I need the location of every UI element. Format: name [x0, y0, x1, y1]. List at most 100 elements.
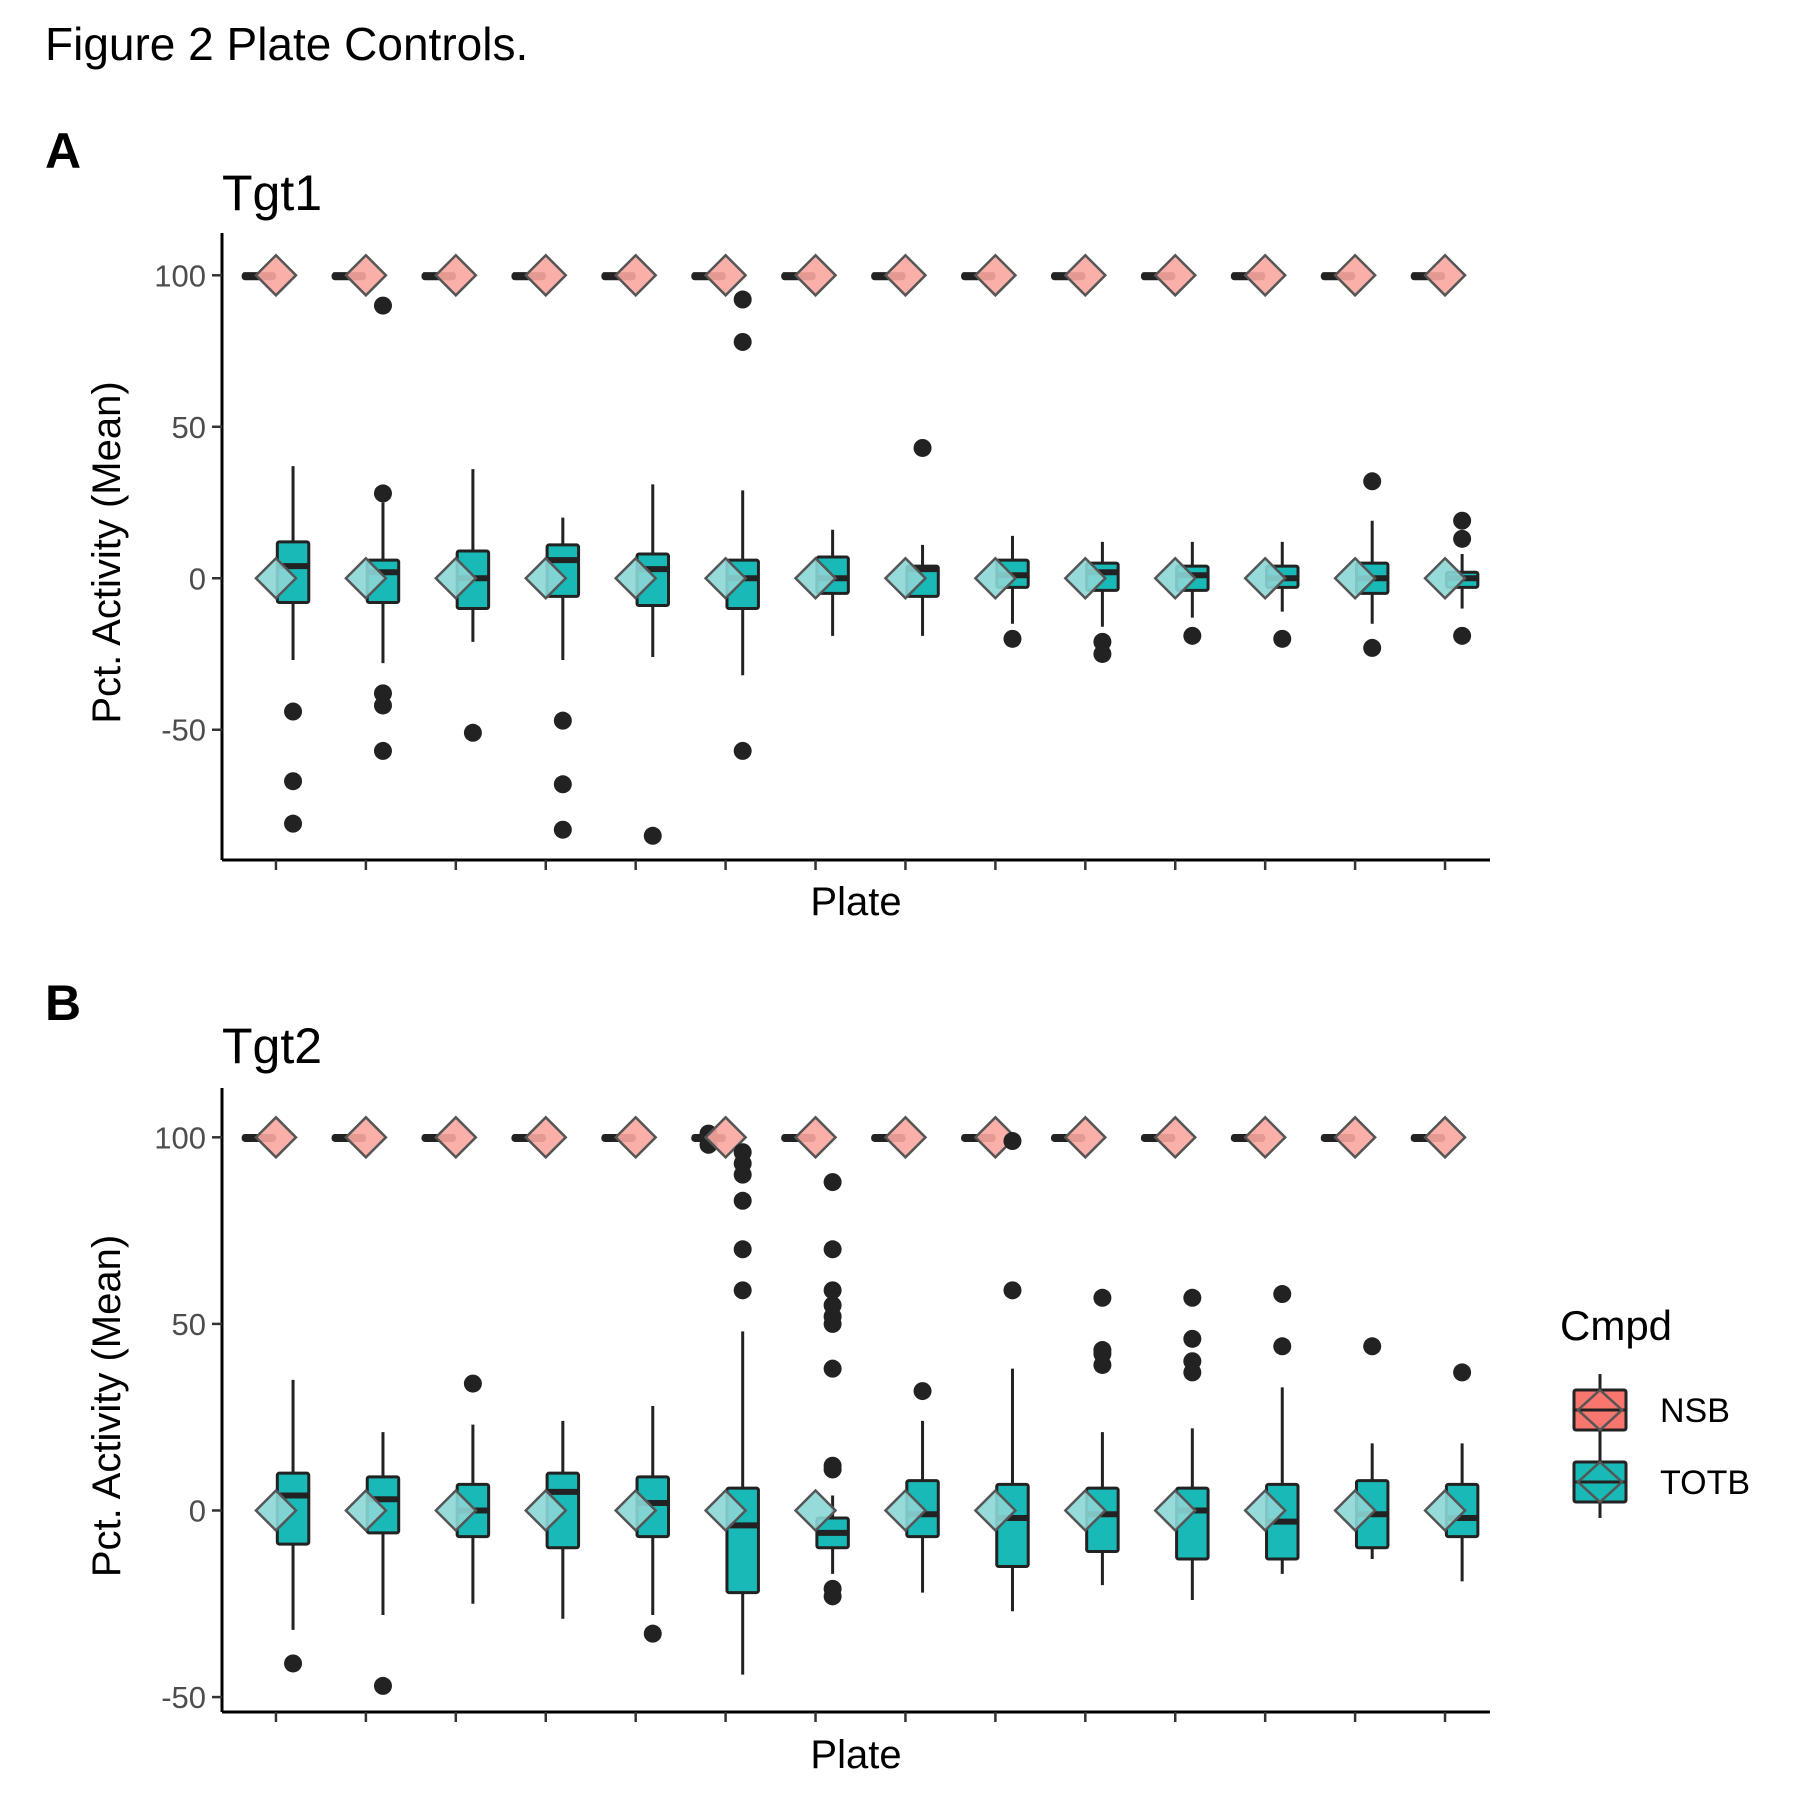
mean-diamond [1063, 1115, 1108, 1160]
outlier-point [284, 772, 303, 791]
mean-diamond [523, 1488, 568, 1533]
mean-diamond [613, 1488, 658, 1533]
mean-diamond [613, 253, 658, 298]
mean-diamond [1423, 556, 1467, 601]
outlier-point [463, 1374, 482, 1393]
mean-diamond [344, 556, 388, 601]
mean-diamond [1153, 556, 1198, 601]
mean-diamond [1333, 1488, 1377, 1533]
mean-diamond [523, 556, 568, 601]
outlier-point [1183, 1329, 1202, 1348]
outlier-point [1003, 629, 1022, 648]
outlier-point [1093, 1355, 1112, 1374]
y-axis-title: Pct. Activity (Mean) [85, 1235, 129, 1577]
outlier-point [733, 1165, 752, 1184]
outlier-point [1273, 629, 1292, 648]
outlier-point [643, 826, 662, 845]
mean-diamond [613, 1115, 658, 1160]
mean-diamond [1063, 1488, 1108, 1533]
outlier-point [284, 814, 303, 833]
mean-diamond [883, 1115, 928, 1160]
outlier-point [733, 1281, 752, 1300]
y-tick-label: -50 [161, 713, 206, 748]
y-tick-label: 100 [154, 258, 206, 293]
mean-diamond [1333, 253, 1377, 298]
mean-diamond [793, 1488, 838, 1533]
outlier-point [373, 484, 392, 503]
x-axis-title: Plate [810, 880, 901, 924]
mean-diamond [793, 253, 838, 298]
outlier-point [1453, 529, 1472, 548]
y-tick-label: 0 [189, 1493, 206, 1528]
outlier-point [1363, 472, 1382, 491]
mean-diamond [1243, 1488, 1287, 1533]
outlier-point [1273, 1285, 1292, 1304]
mean-diamond [434, 1488, 478, 1533]
legend: Cmpd NSB TOTB [1560, 1302, 1750, 1518]
mean-diamond [1423, 253, 1467, 298]
panel-title: Tgt2 [222, 1018, 322, 1074]
mean-diamond [434, 253, 478, 298]
mean-diamond [434, 1115, 478, 1160]
outlier-point [823, 1587, 842, 1606]
mean-diamond [1243, 253, 1287, 298]
mean-diamond [1153, 1488, 1198, 1533]
outlier-point [1183, 626, 1202, 645]
outlier-point [733, 332, 752, 351]
mean-diamond [973, 253, 1018, 298]
outlier-point [284, 1654, 303, 1673]
outlier-point [823, 1314, 842, 1333]
outlier-point [553, 775, 572, 794]
outlier-point [373, 741, 392, 760]
mean-diamond [523, 1115, 568, 1160]
panel-label: A [45, 123, 81, 179]
mean-diamond [1153, 1115, 1198, 1160]
outlier-point [1183, 1288, 1202, 1307]
panel-a: A Tgt1 100 50 0 -50 Plate Pct. Activity (Mean) [45, 123, 1490, 924]
mean-diamond [1423, 1488, 1467, 1533]
mean-diamond [344, 253, 388, 298]
panel-b: B Tgt2 100 50 0 -50 Plate Pct. Activity (Mean) [45, 975, 1490, 1777]
mean-diamond [434, 556, 478, 601]
mean-diamond [344, 1488, 388, 1533]
mean-diamond [793, 556, 838, 601]
mean-diamond [254, 556, 298, 601]
outlier-point [1093, 644, 1112, 663]
legend-label: TOTB [1660, 1464, 1750, 1502]
legend-title: Cmpd [1560, 1302, 1672, 1349]
outlier-point [823, 1173, 842, 1192]
mean-diamond [1243, 1115, 1287, 1160]
outlier-point [643, 1624, 662, 1643]
mean-diamond [703, 556, 748, 601]
outlier-point [463, 723, 482, 742]
legend-label: NSB [1660, 1392, 1730, 1430]
outlier-point [1003, 1132, 1022, 1151]
mean-diamond [1063, 556, 1108, 601]
outlier-point [823, 1281, 842, 1300]
outlier-point [733, 1191, 752, 1210]
y-tick-label: 50 [172, 410, 206, 445]
mean-diamond [793, 1115, 838, 1160]
mean-diamond [883, 1488, 928, 1533]
mean-diamond [973, 556, 1018, 601]
legend-key-diamond [1576, 1460, 1624, 1504]
mean-diamond [973, 1488, 1018, 1533]
outlier-point [823, 1359, 842, 1378]
y-tick-label: 0 [189, 561, 206, 596]
outlier-point [284, 702, 303, 721]
outlier-point [823, 1240, 842, 1259]
mean-diamond [1333, 556, 1377, 601]
outlier-point [373, 1676, 392, 1695]
mean-diamond [254, 1115, 298, 1160]
x-axis-title: Plate [810, 1733, 901, 1777]
legend-key-diamond [1576, 1388, 1624, 1432]
outlier-point [823, 1460, 842, 1479]
mean-diamond [1423, 1115, 1467, 1160]
panel-label: B [45, 975, 81, 1031]
mean-diamond [883, 253, 928, 298]
outlier-point [1183, 1363, 1202, 1382]
y-tick-label: 100 [154, 1120, 206, 1155]
mean-diamond [254, 253, 298, 298]
mean-diamond [523, 253, 568, 298]
